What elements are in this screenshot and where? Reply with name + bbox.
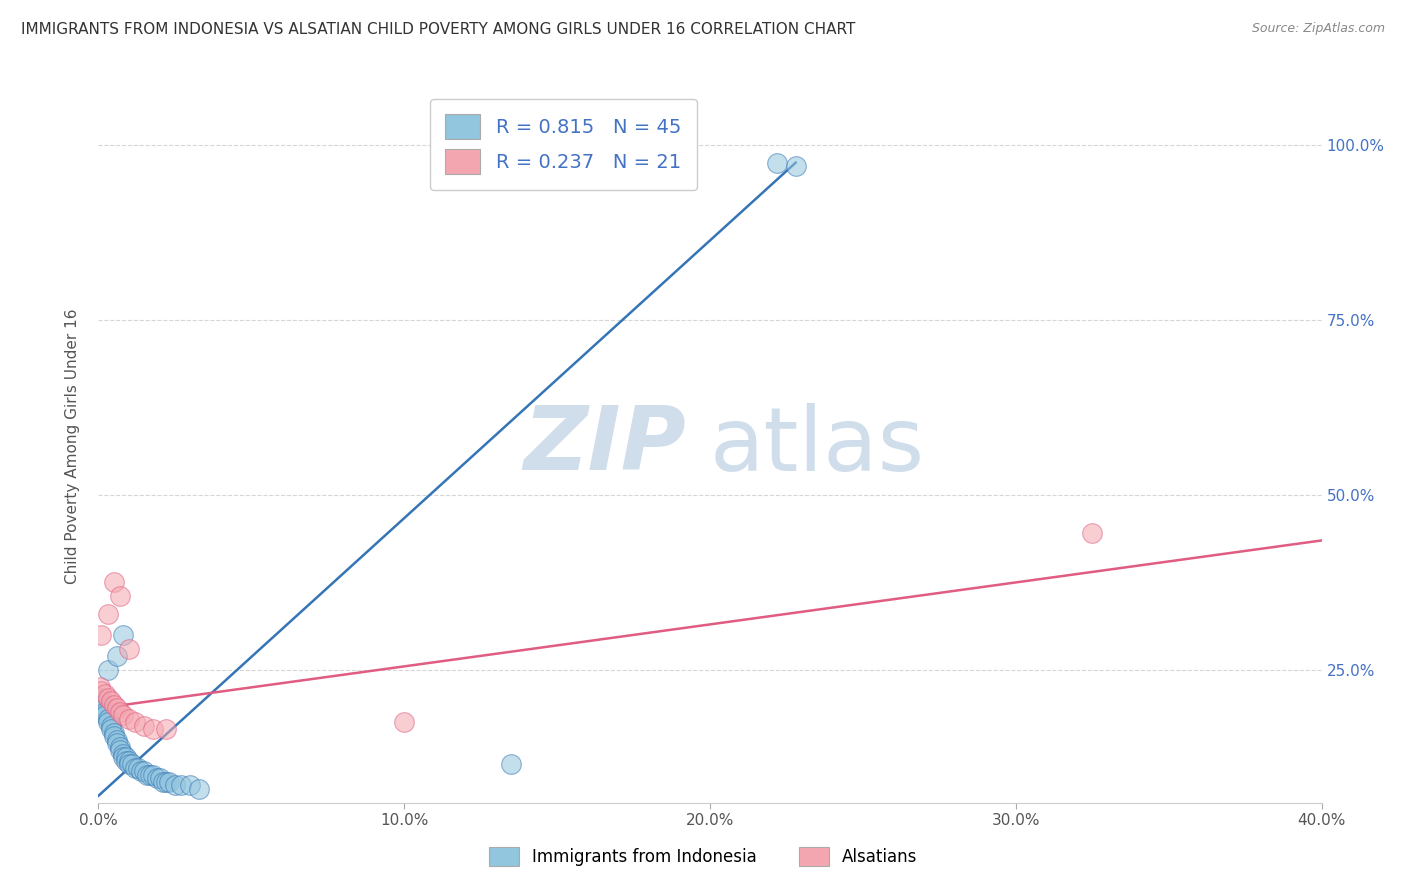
Point <box>129 764 152 779</box>
Point <box>97 715 120 730</box>
Point <box>97 712 120 726</box>
Point <box>118 754 141 768</box>
Point <box>108 590 131 604</box>
Point <box>90 684 112 698</box>
Point <box>170 778 193 792</box>
Point <box>142 768 165 782</box>
Point <box>90 694 112 708</box>
Point <box>139 768 162 782</box>
Y-axis label: Child Poverty Among Girls Under 16: Child Poverty Among Girls Under 16 <box>65 309 80 583</box>
Point <box>100 694 122 708</box>
Point <box>89 681 111 695</box>
Point <box>103 726 125 740</box>
Point <box>124 761 146 775</box>
Point <box>155 774 177 789</box>
Legend: Immigrants from Indonesia, Alsatians: Immigrants from Indonesia, Alsatians <box>481 838 925 875</box>
Point <box>785 159 807 173</box>
Point <box>93 708 115 723</box>
Point <box>115 754 138 768</box>
Point <box>111 750 134 764</box>
Point <box>93 705 115 719</box>
Point <box>152 774 174 789</box>
Point <box>188 781 211 796</box>
Point <box>111 708 134 723</box>
Point <box>163 778 186 792</box>
Point <box>108 743 131 757</box>
Point <box>124 715 146 730</box>
Point <box>97 690 120 705</box>
Point <box>118 641 141 656</box>
Point <box>392 715 416 730</box>
Point <box>111 628 134 642</box>
Point <box>108 739 131 754</box>
Point <box>93 687 115 701</box>
Point <box>134 764 156 779</box>
Point <box>105 648 128 663</box>
Point <box>108 705 131 719</box>
Point <box>766 155 789 169</box>
Point <box>103 729 125 743</box>
Point <box>155 723 177 737</box>
Point <box>136 768 159 782</box>
Text: Source: ZipAtlas.com: Source: ZipAtlas.com <box>1251 22 1385 36</box>
Point <box>105 701 128 715</box>
Point <box>145 772 167 786</box>
Point <box>149 772 172 786</box>
Point <box>501 757 523 772</box>
Point <box>157 774 180 789</box>
Point <box>105 736 128 750</box>
Point <box>103 698 125 712</box>
Point <box>134 719 156 733</box>
Text: ZIP: ZIP <box>523 402 686 490</box>
Point <box>97 607 120 621</box>
Point <box>1081 526 1104 541</box>
Point <box>127 761 149 775</box>
Point <box>121 757 143 772</box>
Point <box>90 628 112 642</box>
Text: IMMIGRANTS FROM INDONESIA VS ALSATIAN CHILD POVERTY AMONG GIRLS UNDER 16 CORRELA: IMMIGRANTS FROM INDONESIA VS ALSATIAN CH… <box>21 22 855 37</box>
Point <box>115 750 138 764</box>
Point <box>103 575 125 590</box>
Point <box>142 723 165 737</box>
Point <box>179 778 201 792</box>
Legend: R = 0.815   N = 45, R = 0.237   N = 21: R = 0.815 N = 45, R = 0.237 N = 21 <box>430 99 697 190</box>
Point <box>91 701 114 715</box>
Point <box>118 712 141 726</box>
Point <box>100 723 122 737</box>
Point <box>97 663 120 677</box>
Point <box>91 698 114 712</box>
Point <box>105 732 128 747</box>
Point <box>100 719 122 733</box>
Point <box>111 747 134 761</box>
Point <box>118 757 141 772</box>
Text: atlas: atlas <box>710 402 925 490</box>
Point <box>90 690 112 705</box>
